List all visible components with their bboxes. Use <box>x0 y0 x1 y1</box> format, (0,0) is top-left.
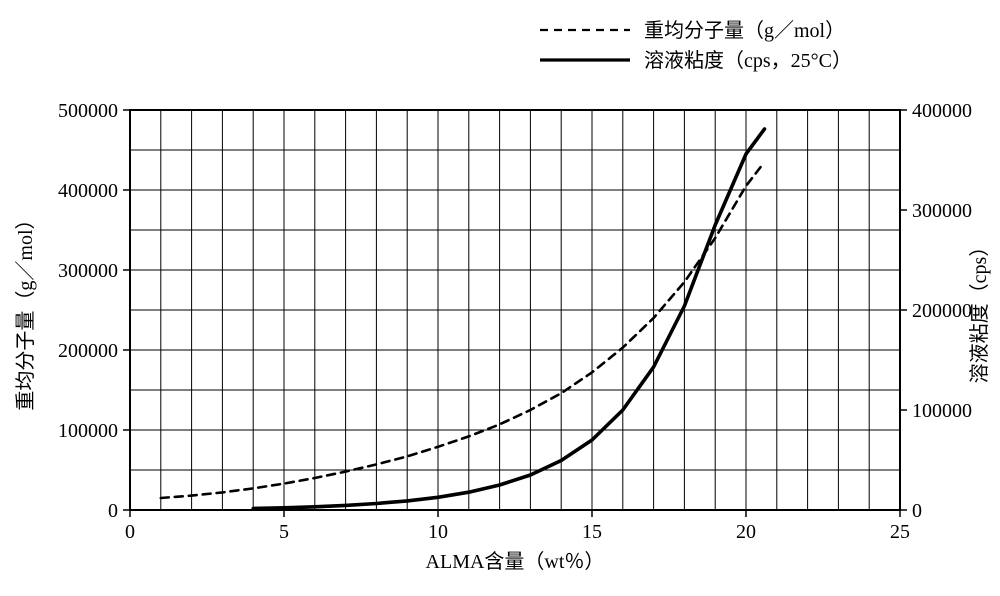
y-left-tick-label: 100000 <box>58 420 118 442</box>
x-tick-label: 10 <box>428 521 448 543</box>
x-axis-label: ALMA含量（wt％） <box>426 550 605 573</box>
y-left-tick-label: 300000 <box>58 260 118 282</box>
x-tick-label: 0 <box>125 521 135 543</box>
y-right-tick-label: 100000 <box>912 400 972 422</box>
y-left-tick-label: 200000 <box>58 340 118 362</box>
x-tick-label: 5 <box>279 521 289 543</box>
chart-container: 0510152025010000020000030000040000050000… <box>0 0 1000 596</box>
y-right-tick-label: 0 <box>912 500 922 522</box>
y-left-tick-label: 400000 <box>58 180 118 202</box>
y-right-tick-label: 300000 <box>912 200 972 222</box>
y-left-tick-label: 500000 <box>58 100 118 122</box>
x-tick-label: 20 <box>736 521 756 543</box>
chart-svg: 0510152025010000020000030000040000050000… <box>0 0 1000 596</box>
y-left-tick-label: 0 <box>108 500 118 522</box>
x-tick-label: 15 <box>582 521 602 543</box>
y-right-tick-label: 200000 <box>912 300 972 322</box>
y-right-tick-label: 400000 <box>912 100 972 122</box>
legend-label-vis: 溶液粘度（cps，25°C） <box>644 49 852 72</box>
y-right-axis-label: 溶液粘度（cps） <box>968 237 991 384</box>
x-tick-label: 25 <box>890 521 910 543</box>
y-left-axis-label: 重均分子量（g／mol） <box>14 209 37 410</box>
legend-label-mw: 重均分子量（g／mol） <box>644 19 845 42</box>
